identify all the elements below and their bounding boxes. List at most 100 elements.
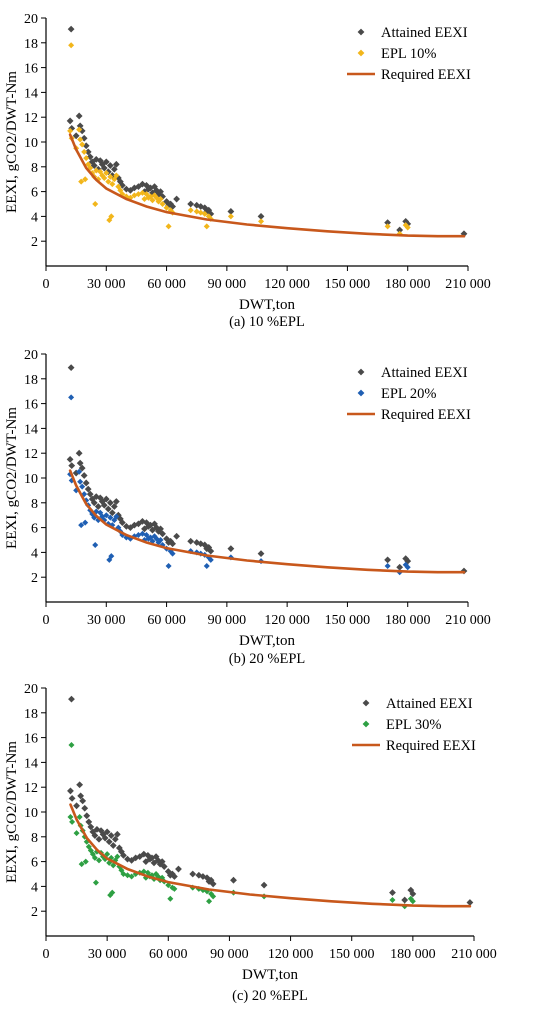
attained-point (384, 219, 392, 226)
series-required-eexi (69, 803, 472, 908)
attained-point (409, 890, 417, 898)
epl-point (67, 813, 74, 820)
epl-point (108, 553, 115, 560)
x-tick-label: 120 000 (268, 947, 314, 962)
attained-point (147, 184, 154, 192)
attained-point (77, 792, 85, 800)
y-tick-label: 2 (31, 905, 38, 920)
y-tick-label: 8 (31, 831, 38, 846)
x-tick-label: 60 000 (149, 947, 188, 962)
epl-point (157, 196, 164, 203)
attained-point (193, 201, 201, 209)
y-tick-label: 12 (24, 781, 38, 796)
series-attained-eexi (66, 364, 468, 575)
panel-caption: (c) 20 %EPL (232, 988, 308, 1004)
attained-point (103, 828, 111, 836)
attained-point (106, 162, 114, 169)
epl-point (109, 181, 116, 188)
attained-point (97, 827, 105, 834)
x-tick-label: 0 (43, 613, 50, 628)
legend-marker (357, 368, 365, 376)
attained-point (111, 835, 119, 843)
attained-point (118, 519, 126, 527)
attained-point (112, 498, 120, 505)
attained-point (151, 520, 158, 528)
attained-point (205, 206, 213, 214)
attained-point (384, 556, 392, 564)
y-tick-label: 12 (24, 447, 38, 462)
attained-point (85, 818, 93, 826)
attained-point (396, 226, 404, 234)
y-tick-label: 14 (24, 422, 38, 437)
x-tick-label: 150 000 (325, 613, 371, 628)
attained-point (396, 563, 404, 571)
epl-point (187, 207, 194, 214)
attained-point (167, 537, 174, 545)
epl-point (210, 893, 217, 900)
epl-point (107, 514, 114, 521)
epl-point (101, 174, 108, 181)
attained-point (88, 158, 96, 166)
attained-point (105, 838, 113, 846)
attained-point (83, 812, 91, 820)
epl-point (103, 512, 110, 519)
epl-point (409, 898, 416, 905)
panel-caption: (b) 20 %EPL (229, 651, 306, 667)
epl-point (79, 141, 86, 148)
y-tick-label: 16 (24, 62, 38, 77)
epl-point (165, 223, 172, 230)
attained-point (113, 830, 121, 838)
y-tick-label: 8 (31, 497, 38, 512)
attained-point (150, 859, 158, 867)
attained-point (79, 797, 87, 805)
attained-point (110, 165, 118, 173)
epl-point (68, 42, 75, 49)
epl-point (105, 178, 112, 185)
epl-point (82, 519, 89, 526)
attained-point (389, 889, 396, 896)
epl-point (159, 201, 166, 207)
y-tick-label: 6 (31, 522, 38, 537)
attained-point (167, 200, 174, 208)
epl-point (109, 889, 116, 896)
x-tick-label: 180 000 (385, 613, 431, 628)
epl-point (201, 210, 208, 217)
attained-point (257, 213, 265, 220)
attained-point (203, 874, 211, 882)
epl-point (389, 897, 396, 904)
attained-point (466, 899, 474, 906)
y-tick-label: 2 (31, 235, 38, 250)
attained-point (84, 148, 92, 156)
x-tick-label: 90 000 (208, 277, 247, 292)
attained-point (205, 544, 213, 551)
attained-point (76, 459, 84, 467)
epl-point (91, 854, 98, 861)
x-tick-label: 180 000 (385, 277, 431, 292)
attained-point (68, 695, 75, 703)
epl-point (107, 173, 114, 180)
epl-point (384, 223, 391, 230)
x-axis-title: DWT,ton (239, 633, 295, 649)
attained-point (159, 530, 166, 538)
x-tick-label: 90 000 (208, 613, 247, 628)
required-eexi-curve (69, 803, 472, 908)
epl-point (108, 213, 115, 220)
legend: Attained EEXI EPL 20% Required EEXI (347, 365, 471, 423)
epl-point (114, 853, 121, 860)
y-tick-label: 14 (24, 756, 38, 771)
legend-label: Attained EEXI (381, 365, 468, 381)
epl-point (103, 170, 110, 176)
panel-caption: (a) 10 %EPL (229, 314, 305, 330)
x-tick-label: 120 000 (264, 277, 310, 292)
attained-point (124, 855, 131, 863)
attained-point (80, 472, 88, 479)
attained-point (100, 501, 108, 509)
y-axis-title: EEXI, gCO2/DWT-Nm (4, 741, 20, 883)
epl-point (76, 813, 83, 820)
attained-point (106, 499, 114, 507)
attained-point (118, 182, 126, 189)
x-tick-label: 60 000 (147, 277, 186, 292)
attained-point (163, 198, 170, 205)
legend: Attained EEXI EPL 10% Required EEXI (347, 25, 471, 83)
y-tick-label: 10 (24, 472, 38, 487)
